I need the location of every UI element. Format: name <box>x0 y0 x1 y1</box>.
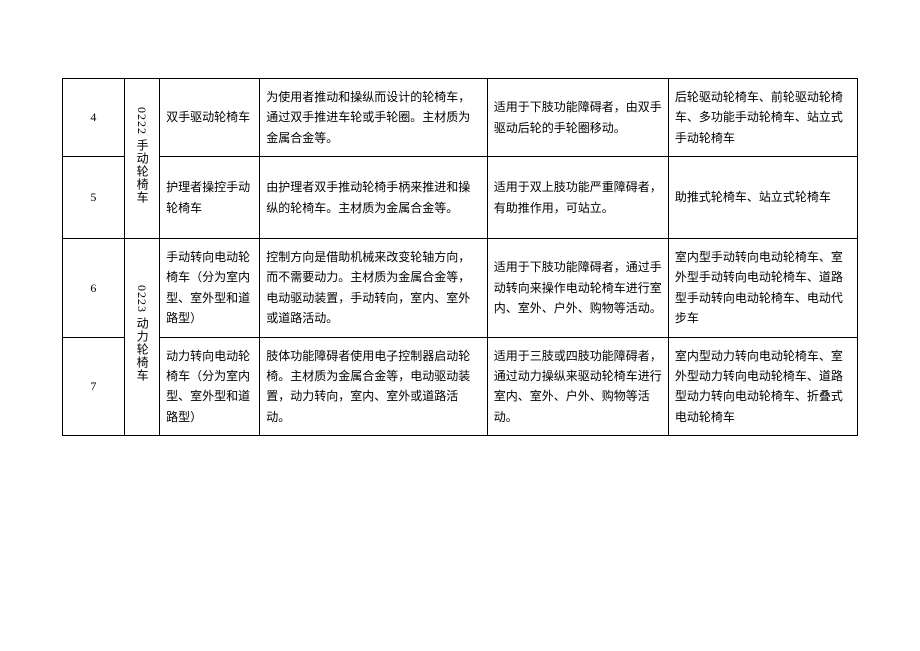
table-row: 4 0222 手动轮椅车 双手驱动轮椅车 为使用者推动和操纵而设计的轮椅车，通过… <box>63 79 858 157</box>
table-row: 5 护理者操控手动轮椅车 由护理者双手推动轮椅手柄来推进和操纵的轮椅车。主材质为… <box>63 157 858 239</box>
item-application: 适用于下肢功能障碍者，由双手驱动后轮的手轮圈移动。 <box>494 100 662 134</box>
item-application: 适用于下肢功能障碍者，通过手动转向来操作电动轮椅车进行室内、室外、户外、购物等活… <box>494 260 662 315</box>
item-examples: 助推式轮椅车、站立式轮椅车 <box>675 190 831 204</box>
table-row: 7 动力转向电动轮椅车（分为室内型、室外型和道路型） 肢体功能障碍者使用电子控制… <box>63 337 858 436</box>
table-row: 6 0223 动力轮椅车 手动转向电动轮椅车（分为室内型、室外型和道路型） 控制… <box>63 238 858 337</box>
row-index: 7 <box>90 379 96 393</box>
item-examples: 室内型手动转向电动轮椅车、室外型手动转向电动轮椅车、道路型手动转向电动轮椅车、电… <box>675 250 843 325</box>
item-application: 适用于三肢或四肢功能障碍者，通过动力操纵来驱动轮椅车进行室内、室外、户外、购物等… <box>494 349 662 424</box>
group-code: 0223 动力轮椅车 <box>132 285 152 382</box>
row-index: 4 <box>90 110 96 124</box>
group-code: 0222 手动轮椅车 <box>132 107 152 204</box>
row-index: 6 <box>90 281 96 295</box>
item-examples: 室内型动力转向电动轮椅车、室外型动力转向电动轮椅车、道路型动力转向电动轮椅车、折… <box>675 349 843 424</box>
item-name: 手动转向电动轮椅车（分为室内型、室外型和道路型） <box>166 250 250 325</box>
item-desc: 控制方向是借助机械来改变轮轴方向，而不需要动力。主材质为金属合金等，电动驱动装置… <box>266 250 470 325</box>
item-desc: 肢体功能障碍者使用电子控制器启动轮椅。主材质为金属合金等，电动驱动装置，动力转向… <box>266 349 470 424</box>
main-table: 4 0222 手动轮椅车 双手驱动轮椅车 为使用者推动和操纵而设计的轮椅车，通过… <box>62 78 858 436</box>
row-index: 5 <box>90 190 96 204</box>
item-examples: 后轮驱动轮椅车、前轮驱动轮椅车、多功能手动轮椅车、站立式手动轮椅车 <box>675 90 843 145</box>
item-name: 动力转向电动轮椅车（分为室内型、室外型和道路型） <box>166 349 250 424</box>
item-desc: 为使用者推动和操纵而设计的轮椅车，通过双手推进车轮或手轮圈。主材质为金属合金等。 <box>266 90 470 145</box>
item-name: 双手驱动轮椅车 <box>166 110 250 124</box>
item-application: 适用于双上肢功能严重障碍者，有助推作用，可站立。 <box>494 180 662 214</box>
item-name: 护理者操控手动轮椅车 <box>166 180 250 214</box>
item-desc: 由护理者双手推动轮椅手柄来推进和操纵的轮椅车。主材质为金属合金等。 <box>266 180 470 214</box>
